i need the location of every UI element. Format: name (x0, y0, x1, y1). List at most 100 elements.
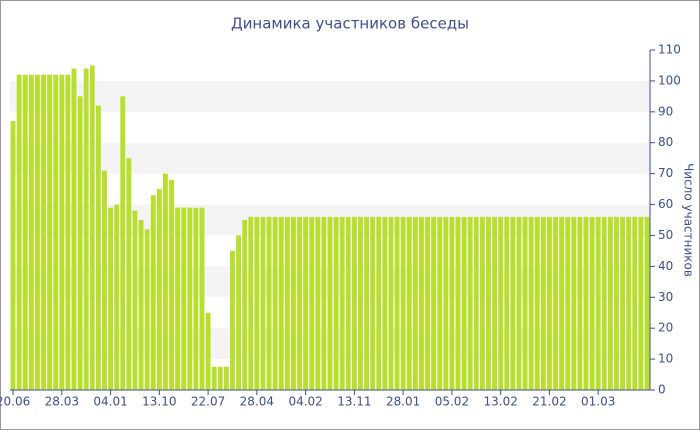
bar (77, 96, 83, 390)
bar (321, 216, 327, 390)
x-tick-label: 13.11 (337, 395, 371, 409)
bar (230, 250, 235, 390)
bar (364, 216, 370, 390)
bar (162, 173, 168, 390)
bar (528, 216, 534, 390)
bar (89, 65, 95, 391)
bar (510, 216, 516, 390)
bar (211, 366, 217, 390)
bar (272, 216, 278, 390)
bar (53, 74, 59, 391)
bar (59, 74, 65, 391)
x-tick-label: 21.02 (532, 395, 566, 409)
grid-band (10, 80, 650, 112)
bar (394, 216, 400, 390)
bar (412, 216, 418, 390)
bar (626, 216, 632, 390)
bar (132, 210, 138, 390)
y-tick-label: 20 (658, 321, 673, 335)
bar (345, 216, 351, 390)
bar (534, 216, 540, 390)
bar (479, 216, 485, 390)
bar (217, 366, 223, 390)
bar (492, 216, 498, 390)
bar (620, 216, 626, 390)
bar (254, 216, 260, 390)
x-tick-label: 13.02 (483, 395, 517, 409)
bar (553, 216, 558, 390)
bar (589, 216, 595, 390)
bar (504, 216, 510, 390)
bar (236, 235, 242, 390)
bar (126, 158, 132, 390)
bar (382, 216, 388, 390)
y-tick-label: 50 (658, 228, 673, 242)
x-tick-label: 22.07 (191, 395, 225, 409)
bar (315, 216, 321, 390)
bar (607, 216, 613, 390)
y-tick-label: 10 (658, 352, 673, 366)
bar (498, 216, 504, 390)
x-tick-label: 28.01 (386, 395, 420, 409)
y-tick-label: 0 (658, 383, 666, 397)
bar (22, 74, 28, 391)
bar (540, 216, 546, 390)
bar (290, 216, 296, 390)
bar (102, 170, 107, 390)
bar (638, 216, 644, 390)
bar (565, 216, 571, 390)
bar (199, 207, 205, 390)
bar (437, 216, 443, 390)
y-tick-label: 40 (658, 259, 673, 273)
bar (260, 216, 266, 390)
bar (516, 216, 522, 390)
y-tick-label: 30 (658, 290, 673, 304)
x-tick-label: 01.03 (581, 395, 615, 409)
bar (303, 216, 309, 390)
bar (425, 216, 430, 390)
bar (278, 216, 284, 390)
grid-band (10, 142, 650, 174)
x-tick-label: 05.02 (435, 395, 469, 409)
bar (284, 216, 290, 390)
bar (297, 216, 302, 390)
bar (65, 74, 71, 391)
bar (120, 96, 126, 390)
bar (583, 216, 589, 390)
bar (449, 216, 455, 390)
bar (34, 74, 40, 391)
bar (248, 216, 254, 390)
bar (333, 216, 339, 390)
bar (114, 204, 120, 390)
bar (443, 216, 449, 390)
bar (461, 216, 467, 390)
y-tick-label: 110 (658, 43, 681, 57)
bar (223, 366, 229, 390)
bar (400, 216, 406, 390)
y-tick-label: 90 (658, 104, 673, 118)
bar (376, 216, 382, 390)
bar (467, 216, 473, 390)
bar (193, 207, 199, 390)
y-tick-label: 60 (658, 197, 673, 211)
bar (95, 105, 101, 391)
bar (431, 216, 437, 390)
bar (309, 216, 315, 390)
bar (327, 216, 333, 390)
bar (41, 74, 46, 391)
y-tick-label: 100 (658, 73, 681, 87)
x-tick-label: 28.04 (240, 395, 274, 409)
x-tick-label: 28.03 (45, 395, 79, 409)
bar (571, 216, 577, 390)
bar (205, 312, 211, 390)
y-tick-label: 80 (658, 135, 673, 149)
bar (577, 216, 583, 390)
bar (358, 216, 363, 390)
x-tick-label: 20.06 (0, 395, 30, 409)
chart-title: Динамика участников беседы (231, 15, 469, 33)
bar (418, 216, 424, 390)
bar (169, 179, 174, 390)
bar (83, 68, 89, 390)
bar (144, 229, 150, 390)
bar (266, 216, 272, 390)
